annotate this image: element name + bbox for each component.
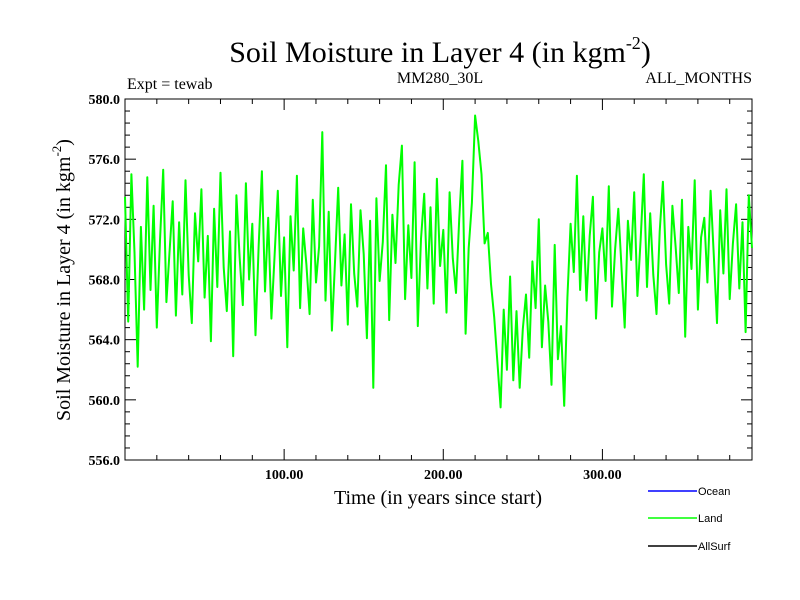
y-tick-label: 576.0 (89, 153, 121, 168)
legend: Ocean Land AllSurf (648, 486, 731, 553)
legend-item-allsurf: AllSurf (648, 541, 731, 553)
y-tick-label: 568.0 (89, 274, 121, 289)
y-tick-label: 580.0 (89, 93, 121, 108)
x-axis-label: Time (in years since start) (334, 487, 542, 509)
model-label: MM280_30L (397, 70, 483, 87)
y-tick-label: 560.0 (89, 394, 121, 409)
legend-label-ocean: Ocean (698, 486, 730, 498)
legend-item-ocean: Ocean (648, 486, 730, 498)
data-series (124, 114, 753, 409)
series-line-land (124, 114, 753, 409)
y-tick-labels: 556.0 560.0 564.0 568.0 572.0 576.0 580.0 (89, 93, 121, 469)
chart-title-close: ) (641, 36, 651, 69)
y-axis-label-main: Soil Moisture in Layer 4 (in kgm (53, 156, 75, 421)
legend-label-allsurf: AllSurf (698, 541, 731, 553)
months-label: ALL_MONTHS (645, 70, 752, 87)
chart-title: Soil Moisture in Layer 4 (in kgm-2) (229, 33, 651, 69)
tick-marks (125, 98, 752, 461)
y-tick-label: 572.0 (89, 213, 121, 228)
legend-label-land: Land (698, 513, 722, 525)
x-tick-label: 200.00 (424, 468, 463, 483)
y-tick-label: 564.0 (89, 334, 121, 349)
chart-title-main: Soil Moisture in Layer 4 (in kgm (229, 36, 626, 69)
y-axis-label-close: ) (53, 139, 75, 146)
legend-item-land: Land (648, 513, 722, 525)
y-axis-label: Soil Moisture in Layer 4 (in kgm-2) (49, 139, 75, 421)
y-tick-label: 556.0 (89, 454, 121, 469)
y-axis-label-superscript: -2 (49, 146, 64, 157)
x-tick-label: 100.00 (265, 468, 304, 483)
plot-area: 556.0 560.0 564.0 568.0 572.0 576.0 580.0 100.… (89, 93, 753, 483)
x-tick-label: 300.00 (583, 468, 622, 483)
experiment-label: Expt = tewab (127, 76, 212, 93)
x-tick-labels: 100.00 200.00 300.00 (265, 468, 622, 483)
chart-title-superscript: -2 (626, 33, 641, 53)
